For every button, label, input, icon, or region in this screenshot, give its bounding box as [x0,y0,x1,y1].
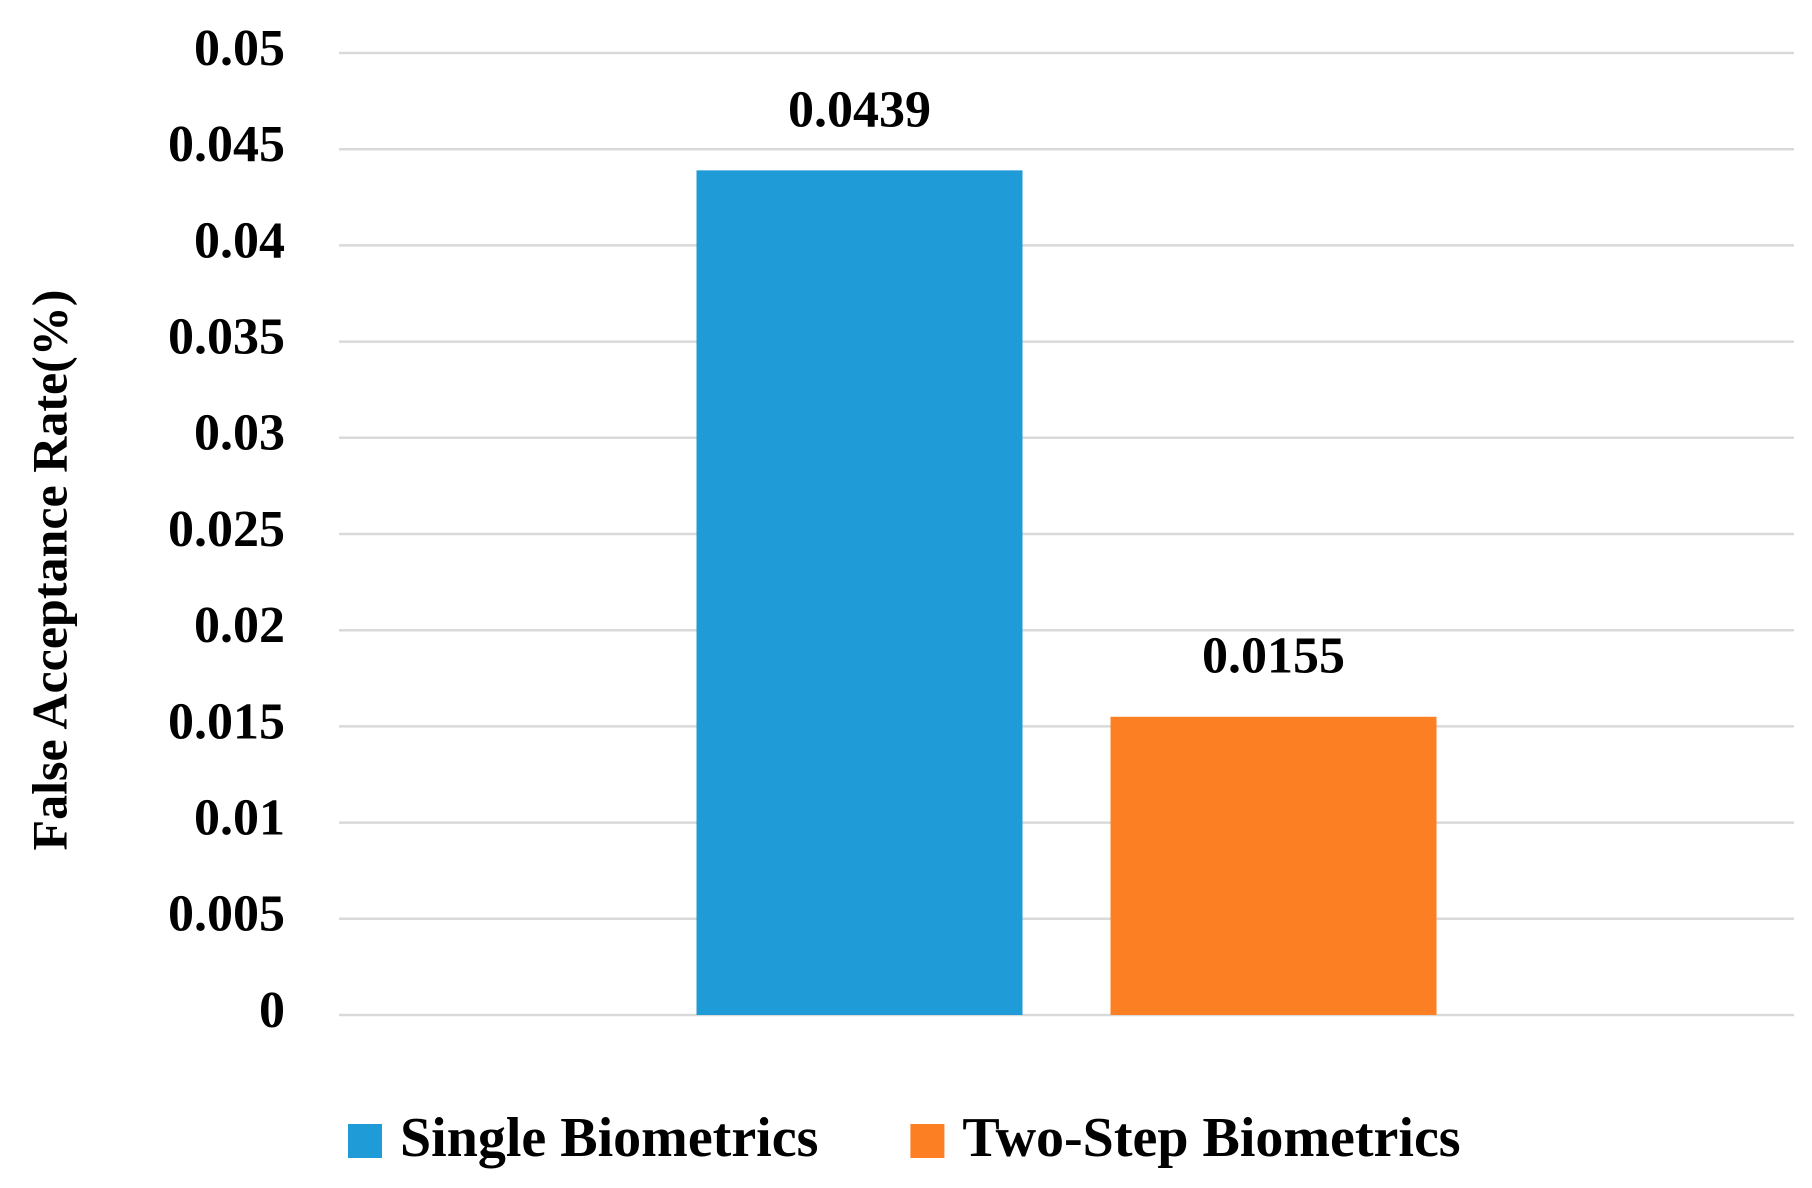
y-axis-label: False Acceptance Rate(%) [21,290,77,851]
legend-label: Two-Step Biometrics [962,1107,1460,1169]
y-tick-label: 0.035 [168,309,285,366]
y-tick-label: 0.045 [168,116,285,173]
legend-label: Single Biometrics [400,1107,818,1169]
y-tick-label: 0 [259,982,285,1039]
legend-swatch [910,1124,945,1158]
y-tick-label: 0.03 [194,405,285,462]
legend-swatch [348,1124,382,1158]
y-tick-label: 0.01 [194,790,285,847]
y-tick-label: 0.05 [194,20,285,77]
y-tick-label: 0.015 [168,693,285,750]
y-tick-label: 0.02 [194,597,285,654]
bar [696,170,1023,1015]
data-label: 0.0155 [1202,628,1345,685]
y-tick-label: 0.005 [168,886,285,943]
data-label: 0.0439 [788,81,931,138]
y-tick-label: 0.04 [194,212,285,269]
bar [1110,716,1437,1015]
y-tick-label: 0.025 [168,501,285,558]
